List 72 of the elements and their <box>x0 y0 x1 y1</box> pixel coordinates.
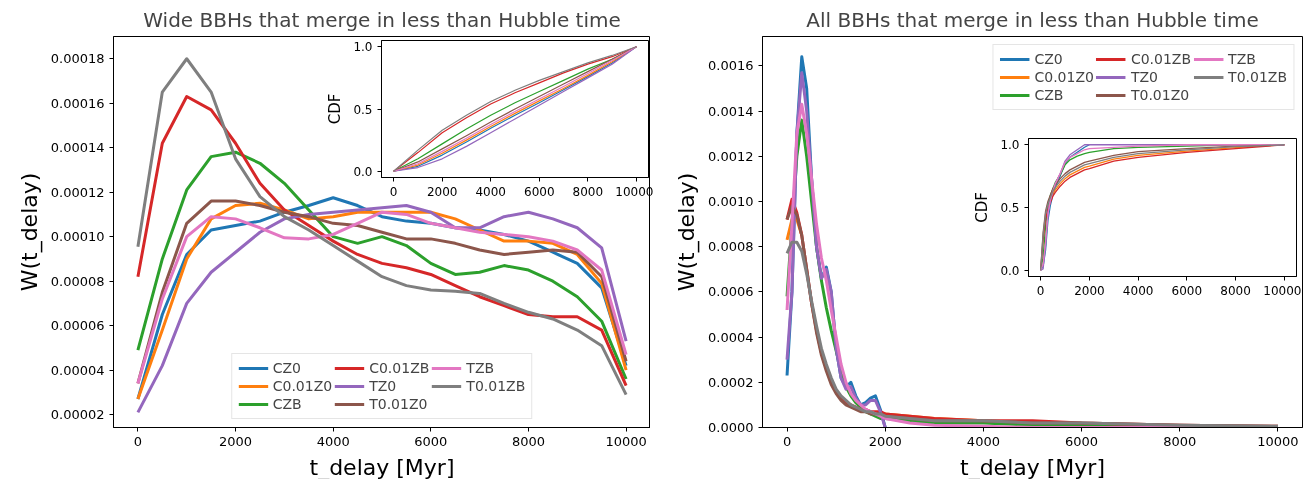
x-tick-label: 10000 <box>1257 433 1299 449</box>
y-tick-label: 0.00018 <box>50 51 105 67</box>
x-tick-label: 4000 <box>966 433 1000 449</box>
x-tick-label: 10000 <box>1263 283 1302 298</box>
legend-label: T0.01Z0 <box>369 396 428 412</box>
x-tick-label: 4000 <box>316 433 350 449</box>
legend-label: CZB <box>1034 87 1064 103</box>
y-tick-label: 0.00002 <box>50 407 105 423</box>
x-axis-title: t_delay [Myr] <box>960 454 1105 479</box>
y-tick-label: 0.0002 <box>708 374 754 390</box>
x-tick-label: 8000 <box>1163 433 1197 449</box>
x-tick-label: 2000 <box>1074 283 1105 298</box>
y-tick-label: 0.0 <box>1000 263 1020 278</box>
legend-label: TZB <box>1228 51 1256 67</box>
legend-label: T0.01Z0 <box>1130 87 1190 103</box>
y-tick-label: 0.0014 <box>708 103 754 119</box>
y-tick-label: 1.0 <box>353 40 373 55</box>
y-axis-title: W(t_delay) <box>16 172 43 292</box>
x-tick-label: 10000 <box>605 433 647 449</box>
line-series <box>1040 144 1285 271</box>
x-tick-label: 8000 <box>1220 283 1251 298</box>
legend-label: C0.01ZB <box>369 360 430 376</box>
y-tick-label: 0.00010 <box>50 229 105 245</box>
y-tick-label: 0.0006 <box>708 284 754 300</box>
x-tick-label: 0 <box>389 184 398 199</box>
x-tick-label: 6000 <box>1171 283 1203 298</box>
x-tick-label: 8000 <box>511 433 546 449</box>
x-tick-label: 6000 <box>524 184 555 199</box>
x-axis-title: t_delay [Myr] <box>309 454 455 479</box>
x-tick-label: 8000 <box>572 184 604 199</box>
y-tick-label: 0.0 <box>353 164 373 179</box>
x-tick-label: 2000 <box>219 433 253 449</box>
y-tick-label: 0.00014 <box>50 140 105 156</box>
y-axis-title: CDF <box>326 93 345 125</box>
y-tick-label: 0.5 <box>1000 201 1020 215</box>
legend-label: CZ0 <box>1034 51 1063 67</box>
x-tick-label: 0 <box>133 433 143 449</box>
y-tick-label: 1.0 <box>1000 138 1020 153</box>
y-tick-label: 0.00006 <box>50 318 105 334</box>
legend-label: CZB <box>272 396 302 412</box>
x-tick-label: 4000 <box>475 184 506 199</box>
legend-label: C0.01ZB <box>1130 51 1192 67</box>
x-tick-label: 0 <box>1036 283 1045 298</box>
legend-label: TZB <box>466 360 495 376</box>
y-axis-title: CDF <box>973 192 992 223</box>
legend-label: C0.01Z0 <box>272 378 333 394</box>
chart-title: Wide BBHs that merge in less than Hubble time <box>143 7 621 32</box>
x-tick-label: 6000 <box>414 433 448 449</box>
legend-label: TZ0 <box>369 378 397 394</box>
chart-title: All BBHs that merge in less than Hubble time <box>806 7 1259 32</box>
y-tick-label: 0.00004 <box>50 362 105 378</box>
x-tick-label: 6000 <box>1065 433 1099 449</box>
y-tick-label: 0.00008 <box>50 273 105 289</box>
x-tick-label: 2000 <box>868 433 902 449</box>
y-tick-label: 0.00016 <box>50 95 105 111</box>
legend-label: C0.01Z0 <box>1034 69 1094 85</box>
legend-label: CZ0 <box>272 360 302 376</box>
y-tick-label: 0.0012 <box>708 148 754 164</box>
x-tick-label: 4000 <box>1122 283 1154 298</box>
y-tick-label: 0.0008 <box>708 239 754 255</box>
y-tick-label: 0.5 <box>353 102 373 117</box>
x-tick-label: 0 <box>782 433 792 449</box>
y-tick-label: 0.00012 <box>50 184 105 200</box>
x-tick-label: 2000 <box>426 184 458 199</box>
y-axis-title: W(t_delay) <box>674 172 701 292</box>
y-tick-label: 0.0004 <box>708 329 754 345</box>
y-tick-label: 0.0016 <box>708 58 754 74</box>
legend-label: T0.01ZB <box>1228 69 1287 85</box>
y-tick-label: 0.0010 <box>708 193 754 209</box>
y-tick-label: 0.0000 <box>708 420 754 435</box>
legend-label: TZ0 <box>1130 69 1158 85</box>
legend-label: T0.01ZB <box>466 378 526 394</box>
